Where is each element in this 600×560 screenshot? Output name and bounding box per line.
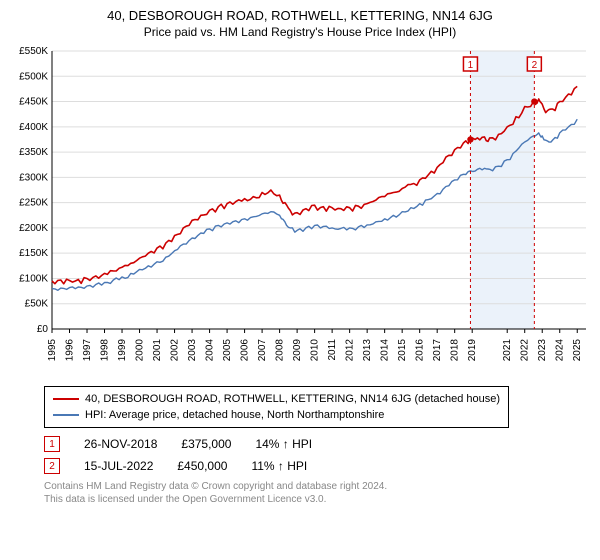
footnote-line2: This data is licensed under the Open Gov… <box>44 493 592 506</box>
svg-text:1999: 1999 <box>117 339 128 362</box>
transaction-date: 15-JUL-2022 <box>84 459 153 473</box>
svg-text:2000: 2000 <box>135 339 146 362</box>
svg-text:1998: 1998 <box>100 339 111 362</box>
svg-text:£150K: £150K <box>19 248 48 259</box>
svg-text:2013: 2013 <box>362 339 373 362</box>
svg-text:2002: 2002 <box>170 339 181 362</box>
transaction-date: 26-NOV-2018 <box>84 437 157 451</box>
svg-text:2001: 2001 <box>152 339 163 362</box>
footnote: Contains HM Land Registry data © Crown c… <box>44 480 592 506</box>
transaction-badge: 1 <box>44 436 60 452</box>
svg-text:2: 2 <box>532 60 538 71</box>
svg-text:£50K: £50K <box>25 299 49 310</box>
svg-text:2017: 2017 <box>432 339 443 362</box>
title-address: 40, DESBOROUGH ROAD, ROTHWELL, KETTERING… <box>8 8 592 23</box>
transaction-price: £450,000 <box>177 459 227 473</box>
svg-text:2008: 2008 <box>275 339 286 362</box>
svg-text:1996: 1996 <box>65 339 76 362</box>
svg-text:2016: 2016 <box>415 339 426 362</box>
chart-container: £0 £50K £100K £150K £200K £250K £300K £350K £400… <box>8 45 592 380</box>
transaction-badge: 2 <box>44 458 60 474</box>
footnote-line1: Contains HM Land Registry data © Crown c… <box>44 480 592 493</box>
legend-swatch <box>53 398 79 400</box>
svg-text:2012: 2012 <box>345 339 356 362</box>
svg-text:£200K: £200K <box>19 223 48 234</box>
transaction-hpi-delta: 14% ↑ HPI <box>255 437 312 451</box>
svg-text:2009: 2009 <box>292 339 303 362</box>
svg-text:£250K: £250K <box>19 198 48 209</box>
svg-text:2021: 2021 <box>502 339 513 362</box>
svg-text:£300K: £300K <box>19 172 48 183</box>
svg-text:2025: 2025 <box>572 339 583 362</box>
svg-text:2022: 2022 <box>520 339 531 362</box>
svg-text:£350K: £350K <box>19 147 48 158</box>
svg-text:2023: 2023 <box>537 339 548 362</box>
svg-text:2024: 2024 <box>555 339 566 362</box>
svg-text:2007: 2007 <box>257 339 268 362</box>
transaction-hpi-delta: 11% ↑ HPI <box>251 459 307 473</box>
svg-text:2003: 2003 <box>187 339 198 362</box>
legend-label: HPI: Average price, detached house, Nort… <box>85 409 384 421</box>
svg-text:£500K: £500K <box>19 71 48 82</box>
svg-text:2014: 2014 <box>380 339 391 362</box>
svg-text:£450K: £450K <box>19 97 48 108</box>
svg-text:1: 1 <box>468 60 474 71</box>
legend-label: 40, DESBOROUGH ROAD, ROTHWELL, KETTERING… <box>85 393 500 405</box>
title-subtitle: Price paid vs. HM Land Registry's House … <box>8 25 592 39</box>
transaction-row: 1 26-NOV-2018 £375,000 14% ↑ HPI <box>44 436 592 452</box>
transaction-row: 2 15-JUL-2022 £450,000 11% ↑ HPI <box>44 458 592 474</box>
svg-text:2010: 2010 <box>310 339 321 362</box>
legend: 40, DESBOROUGH ROAD, ROTHWELL, KETTERING… <box>44 386 509 428</box>
price-chart: £0 £50K £100K £150K £200K £250K £300K £350K £400… <box>8 45 592 375</box>
svg-text:£100K: £100K <box>19 273 48 284</box>
legend-row: 40, DESBOROUGH ROAD, ROTHWELL, KETTERING… <box>53 391 500 407</box>
svg-text:2006: 2006 <box>240 339 251 362</box>
svg-text:2004: 2004 <box>205 339 216 362</box>
svg-text:2018: 2018 <box>450 339 461 362</box>
svg-text:£0: £0 <box>37 324 49 335</box>
svg-text:1995: 1995 <box>47 339 58 362</box>
legend-row: HPI: Average price, detached house, Nort… <box>53 407 500 423</box>
svg-text:2019: 2019 <box>467 339 478 362</box>
transaction-price: £375,000 <box>181 437 231 451</box>
legend-swatch <box>53 414 79 416</box>
svg-text:2005: 2005 <box>222 339 233 362</box>
svg-text:£400K: £400K <box>19 122 48 133</box>
svg-text:1997: 1997 <box>82 339 93 362</box>
svg-text:2015: 2015 <box>397 339 408 362</box>
transactions-list: 1 26-NOV-2018 £375,000 14% ↑ HPI 2 15-JUL-202… <box>8 436 592 474</box>
svg-text:£550K: £550K <box>19 46 48 57</box>
svg-text:2011: 2011 <box>327 339 338 361</box>
